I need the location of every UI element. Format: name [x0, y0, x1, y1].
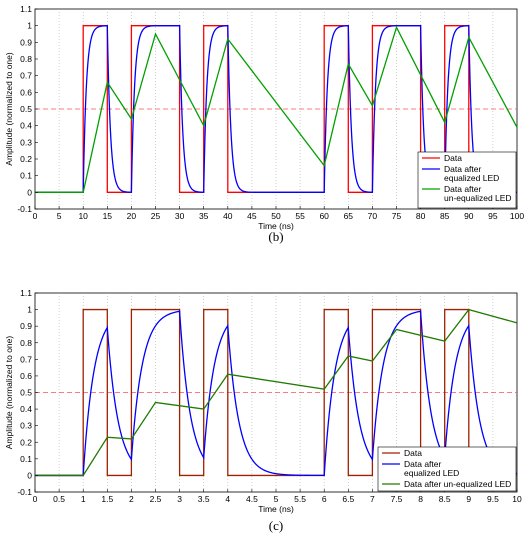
chart-panel-c: 0 0.5 1 1.5 2 2.5 3 3.5 4 4.5 5 5.5 6 6.5 7 7.5 8 8.5 9 9.5…: [4, 288, 522, 533]
x-tick-label-c: 8: [418, 494, 423, 504]
x-tick-label-c: 3.5: [198, 494, 210, 504]
series-line-equalized_slow-c: [35, 310, 518, 477]
y-tick-label-c: 0: [27, 470, 32, 480]
y-tick-label-b: 0: [27, 187, 32, 197]
x-tick-label-c: 2: [129, 494, 134, 504]
x-tick-label-b: 85: [440, 211, 450, 221]
y-tick-label-c: 0.2: [20, 437, 32, 447]
legend-label-data-b: Data: [444, 153, 462, 163]
y-tick-label-b: 0.7: [20, 71, 32, 81]
y-tick-label-b: 0.6: [20, 87, 32, 97]
x-tick-label-c: 6.5: [342, 494, 354, 504]
y-tick-label-c: 1: [27, 305, 32, 315]
caption-b: (b): [268, 229, 283, 244]
y-tick-label-b: -0.1: [17, 204, 32, 214]
x-tick-label-c: 7: [370, 494, 375, 504]
caption-c: (c): [269, 518, 283, 533]
y-tick-label-c: 0.4: [20, 404, 32, 414]
y-tick-label-b: 0.5: [20, 104, 32, 114]
x-tick-label-b: 95: [488, 211, 498, 221]
y-tick-label-b: 0.9: [20, 37, 32, 47]
x-tick-label-b: 5: [57, 211, 62, 221]
y-tick-label-b: 1: [27, 21, 32, 31]
x-tick-label-b: 40: [223, 211, 233, 221]
y-tick-label-b: 0.4: [20, 121, 32, 131]
legend-label-equalized_slow-c: Data after: [404, 459, 441, 469]
y-tick-label-c: 0.1: [20, 454, 32, 464]
x-tick-label-c: 8.5: [439, 494, 451, 504]
x-tick-label-b: 25: [151, 211, 161, 221]
x-tick-label-b: 35: [199, 211, 209, 221]
x-tick-label-c: 5: [274, 494, 279, 504]
x-tick-label-c: 2.5: [150, 494, 162, 504]
x-tick-label-c: 4: [225, 494, 230, 504]
x-tick-label-c: 1.5: [101, 494, 113, 504]
y-tick-label-c: 0.6: [20, 371, 32, 381]
y-tick-label-c: 0.7: [20, 354, 32, 364]
x-tick-label-b: 60: [319, 211, 329, 221]
legend-label-equalized-b: equalized LED: [444, 173, 499, 183]
x-tick-label-c: 6: [322, 494, 327, 504]
y-tick-label-c: 0.8: [20, 338, 32, 348]
x-tick-label-c: 10: [512, 494, 522, 504]
x-tick-label-b: 65: [344, 211, 354, 221]
x-axis-label-c: Time (ns): [258, 504, 294, 514]
legend-label-equalized-b: Data after: [444, 164, 481, 174]
y-tick-label-b: 0.8: [20, 54, 32, 64]
chart-panel-b: 0 5 10 15 20 25 30 35 40 45 50 55 60 65 70 75 80 85 90 95 10…: [4, 4, 524, 244]
x-tick-label-c: 9.5: [487, 494, 499, 504]
y-tick-label-b: 0.3: [20, 137, 32, 147]
y-tick-label-c: 1.1: [20, 288, 32, 298]
x-tick-label-c: 1: [81, 494, 86, 504]
legend-label-unequalized-b: Data after: [444, 184, 481, 194]
x-tick-label-c: 5.5: [294, 494, 306, 504]
x-tick-label-b: 0: [33, 211, 38, 221]
y-tick-label-b: 1.1: [20, 4, 32, 14]
x-tick-label-c: 4.5: [246, 494, 258, 504]
x-tick-label-c: 0.5: [53, 494, 65, 504]
x-tick-label-b: 10: [78, 211, 88, 221]
x-tick-label-b: 90: [464, 211, 474, 221]
y-tick-label-c: 0.3: [20, 421, 32, 431]
x-tick-label-b: 55: [295, 211, 305, 221]
legend-label-equalized_slow-c: equalized LED: [404, 468, 459, 478]
y-axis-label-c: Amplitude (normalized to one): [4, 336, 14, 450]
y-tick-label-b: 0.1: [20, 171, 32, 181]
x-tick-label-b: 45: [247, 211, 257, 221]
x-tick-label-b: 80: [416, 211, 426, 221]
x-tick-label-b: 50: [271, 211, 281, 221]
x-tick-label-c: 7.5: [391, 494, 403, 504]
y-tick-label-c: 0.5: [20, 388, 32, 398]
x-tick-label-c: 9: [466, 494, 471, 504]
legend-box-c: [377, 446, 517, 492]
series-line-unequalized-b: [35, 25, 518, 193]
legend-label-data-c: Data: [404, 448, 422, 458]
x-tick-label-b: 100: [510, 211, 524, 221]
y-tick-label-b: 0.2: [20, 154, 32, 164]
y-tick-label-c: -0.1: [17, 487, 32, 497]
x-tick-label-b: 20: [127, 211, 137, 221]
y-axis-label-b: Amplitude (normalized to one): [4, 52, 14, 166]
legend-label-unequalized-c: Data after un-equalized LED: [404, 479, 511, 489]
x-tick-label-b: 30: [175, 211, 185, 221]
x-tick-label-b: 70: [368, 211, 378, 221]
x-tick-label-c: 0: [33, 494, 38, 504]
x-tick-label-b: 15: [103, 211, 113, 221]
series-line-unequalized-c: [35, 308, 518, 477]
y-tick-label-c: 0.9: [20, 321, 32, 331]
legend-box-b: [417, 151, 517, 209]
legend-label-unequalized-b: un-equalized LED: [444, 193, 512, 203]
x-tick-label-c: 3: [177, 494, 182, 504]
x-axis-label-b: Time (ns): [258, 221, 294, 231]
x-tick-label-b: 75: [392, 211, 402, 221]
